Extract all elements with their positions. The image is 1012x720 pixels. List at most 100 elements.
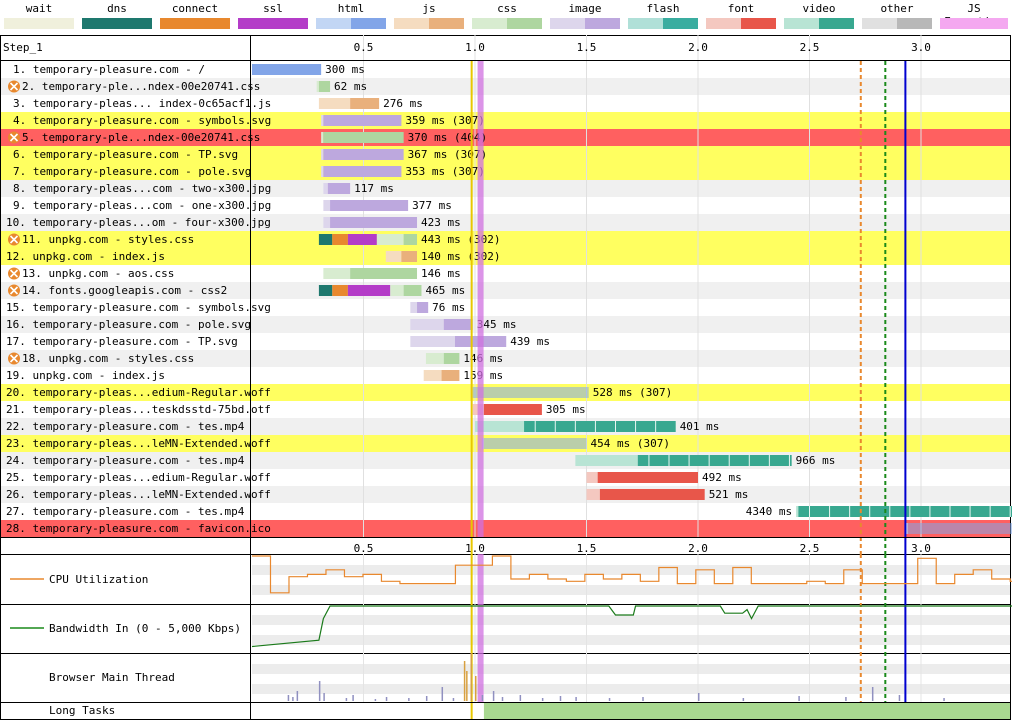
request-wait-segment — [323, 217, 331, 228]
request-duration: 305 ms — [546, 403, 586, 416]
request-wait-segment — [905, 523, 908, 534]
request-download-segment — [323, 149, 404, 160]
request-label: 18. unpkg.com - styles.css — [22, 352, 194, 365]
panel-stripe — [252, 605, 1010, 615]
request-duration: 76 ms — [432, 301, 465, 314]
request-label: 23. temporary-pleas...leMN-Extended.woff — [6, 437, 271, 450]
main-thread-activity — [296, 691, 299, 701]
request-label: 12. unpkg.com - index.js — [6, 250, 165, 263]
request-wait-segment — [425, 353, 444, 364]
legend-item-connect: connect — [156, 0, 234, 32]
legend-item-flash: flash — [624, 0, 702, 32]
row-background — [1, 163, 1010, 180]
request-wait-segment — [475, 421, 525, 432]
request-duration: 454 ms (307) — [591, 437, 670, 450]
legend-label: js — [422, 2, 436, 15]
ssl-segment — [347, 285, 391, 296]
legend-item-video: video — [780, 0, 858, 32]
main-thread-activity — [742, 698, 745, 701]
row-background — [1, 180, 1010, 197]
request-download-segment — [403, 285, 422, 296]
legend-item-js: js — [390, 0, 468, 32]
request-duration: 359 ms (307) — [405, 114, 484, 127]
request-duration: 117 ms — [354, 182, 394, 195]
legend-swatch — [238, 18, 308, 29]
error-cross-icon — [9, 269, 19, 278]
main-thread-activity — [943, 698, 945, 701]
request-wait-segment — [410, 319, 444, 330]
panel-stripe — [252, 595, 1010, 604]
request-duration: 465 ms — [425, 284, 465, 297]
request-wait-segment — [410, 336, 455, 347]
request-label: 21. temporary-pleas...teskdsstd-75bd.otf — [6, 403, 271, 416]
main-thread-activity — [501, 697, 504, 701]
request-label: 14. fonts.googleapis.com - css2 — [22, 284, 227, 297]
legend-item-font: font — [702, 0, 780, 32]
request-wait-segment — [586, 489, 600, 500]
request-wait-segment — [385, 251, 402, 262]
request-download-segment — [483, 404, 542, 415]
request-download-segment — [907, 523, 1012, 534]
tick-label-bottom: 1.0 — [465, 542, 485, 555]
tick-label-top: 2.5 — [800, 41, 820, 54]
legend-item-ssl: ssl — [234, 0, 312, 32]
error-cross-icon — [9, 354, 19, 363]
main-thread-activity — [318, 681, 321, 701]
legend-label: html — [337, 2, 365, 15]
request-label: 11. unpkg.com - styles.css — [22, 233, 194, 246]
legend-swatch — [160, 18, 230, 29]
row-background — [1, 350, 1010, 367]
legend-label: connect — [171, 2, 219, 15]
request-label: 8. temporary-pleas...com - two-x300.jpg — [13, 182, 271, 195]
main-thread-activity — [519, 695, 522, 701]
main-thread-activity — [871, 687, 874, 701]
error-cross-icon — [9, 286, 19, 295]
legend-item-css: css — [468, 0, 546, 32]
request-duration: 966 ms — [796, 454, 836, 467]
request-duration: 439 ms — [510, 335, 550, 348]
row-background — [1, 265, 1010, 282]
request-label: 3. temporary-pleas... index-0c65acf1.js — [13, 97, 271, 110]
main-thread-activity — [608, 698, 611, 701]
legend-swatch — [550, 18, 620, 29]
main-thread-activity — [898, 695, 901, 701]
connect-segment — [332, 285, 348, 296]
request-label: 19. unpkg.com - index.js — [6, 369, 165, 382]
row-background — [1, 316, 1010, 333]
dns-segment — [318, 285, 333, 296]
cpu-utilization-line — [252, 555, 1012, 594]
request-duration: 492 ms — [702, 471, 742, 484]
legend-label: ssl — [263, 2, 283, 15]
tick-label-top: 3.0 — [911, 41, 931, 54]
row-background — [1, 486, 1010, 503]
request-label: 2. temporary-ple...ndex-00e20741.css — [22, 80, 260, 93]
request-download-segment — [327, 183, 351, 194]
request-wait-segment — [318, 98, 351, 109]
row-background — [1, 146, 1010, 163]
row-background — [1, 282, 1010, 299]
tick-label-bottom: 0.5 — [354, 542, 374, 555]
panel-stripe — [252, 615, 1010, 625]
tick-label-top: 0.5 — [354, 41, 374, 54]
request-download-segment — [401, 251, 418, 262]
legend-item-other: other — [858, 0, 936, 32]
request-label: 17. temporary-pleasure.com - TP.svg — [6, 335, 238, 348]
error-cross-icon — [9, 82, 19, 91]
tick-label-bottom: 3.0 — [911, 542, 931, 555]
request-label: 27. temporary-pleasure.com - tes.mp4 — [6, 505, 245, 518]
request-label: 22. temporary-pleasure.com - tes.mp4 — [6, 420, 245, 433]
panel-stripe — [252, 625, 1010, 635]
request-download-segment — [252, 64, 322, 75]
request-label: 15. temporary-pleasure.com - symbols.svg — [6, 301, 271, 314]
tick-label-bottom: 2.0 — [688, 542, 708, 555]
panel-stripe — [252, 645, 1010, 653]
legend-swatch — [628, 18, 698, 29]
panel-stripe — [252, 664, 1010, 674]
request-duration: 146 ms — [421, 267, 461, 280]
main-thread-activity — [541, 698, 544, 701]
main-thread-activity — [408, 698, 410, 701]
legend-swatch — [862, 18, 932, 29]
request-duration: 345 ms — [477, 318, 517, 331]
request-download-segment — [599, 489, 705, 500]
bandwidth-line — [251, 605, 1012, 648]
